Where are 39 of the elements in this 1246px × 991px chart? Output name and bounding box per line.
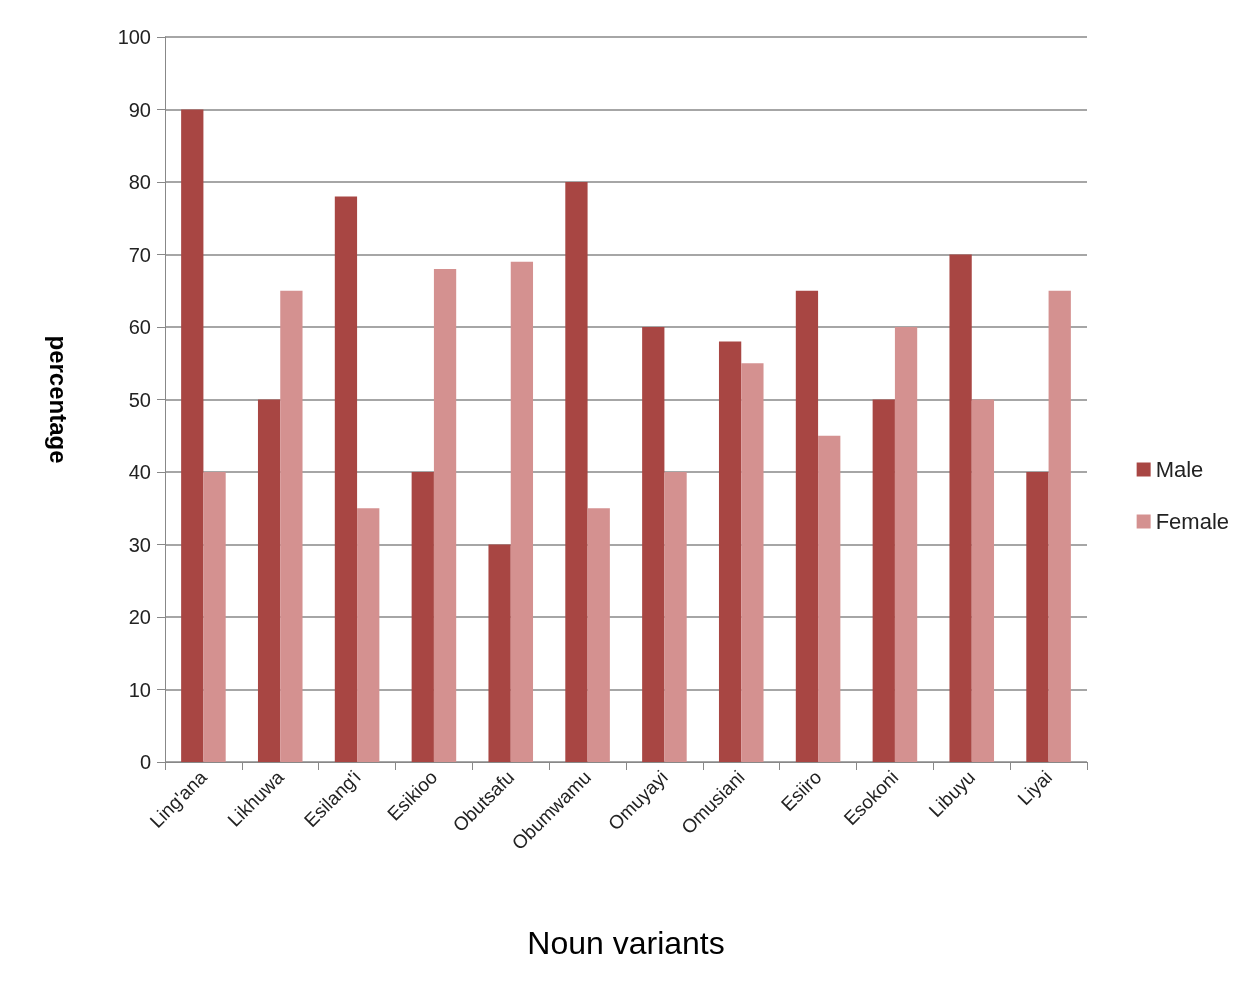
y-tick-label: 0 [139, 751, 151, 773]
legend-label: Male [1155, 457, 1204, 482]
bar [949, 254, 972, 762]
bar [203, 472, 226, 762]
bar [488, 544, 511, 762]
bar [411, 472, 434, 762]
bar [510, 261, 534, 762]
bar [357, 508, 380, 762]
bar [1026, 472, 1049, 762]
y-tick-label: 40 [128, 461, 151, 483]
y-tick-label: 50 [128, 388, 151, 411]
legend-label: Female [1155, 509, 1229, 534]
bar [894, 327, 918, 762]
bar [795, 290, 819, 762]
y-tick-label: 30 [128, 533, 151, 556]
bar [718, 341, 742, 762]
bar [334, 196, 358, 762]
bar [741, 363, 764, 762]
bar [1048, 290, 1071, 762]
y-axis-title: percentage [44, 335, 72, 464]
bar [642, 327, 665, 762]
bar [181, 109, 204, 762]
bar [565, 182, 588, 762]
y-tick-label: 60 [128, 316, 151, 338]
y-tick-label: 70 [128, 243, 151, 266]
bar [872, 399, 895, 762]
bar [971, 399, 995, 762]
y-tick-label: 10 [128, 678, 151, 701]
bar [664, 472, 687, 762]
y-tick-label: 90 [128, 98, 151, 121]
bar [818, 435, 841, 762]
bar [257, 399, 281, 762]
y-tick-label: 20 [128, 606, 151, 628]
bar [587, 508, 610, 762]
y-tick-label: 100 [117, 26, 151, 48]
y-tick-label: 80 [128, 171, 151, 193]
bar [433, 269, 457, 762]
bar [280, 290, 303, 762]
x-axis-title: Noun variants [527, 925, 725, 961]
